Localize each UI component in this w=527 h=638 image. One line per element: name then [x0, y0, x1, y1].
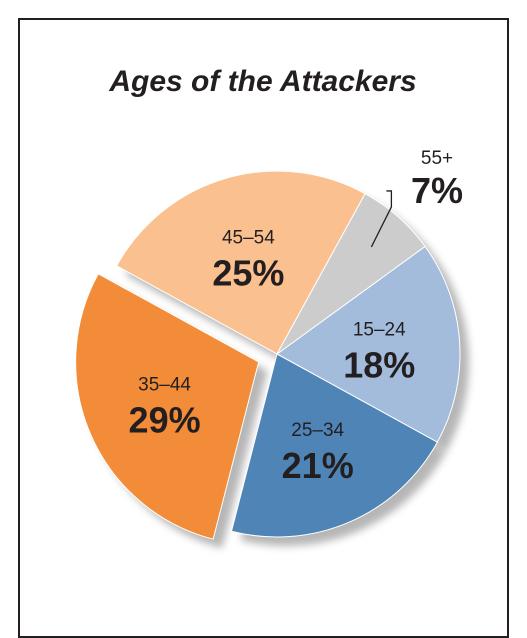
pie-slice-15-24 [276, 245, 461, 443]
callout-leader-line [370, 190, 393, 248]
pie-slice-55+ [276, 193, 426, 355]
slice-category-label: 35–44 [138, 375, 191, 396]
slice-value-label: 18% [343, 345, 415, 386]
pie-slice-35-44 [75, 273, 260, 540]
pie-slice-45-54 [116, 170, 366, 355]
slice-value-label: 7% [411, 170, 463, 211]
slice-value-label: 25% [212, 253, 284, 294]
slice-value-label: 21% [282, 445, 354, 486]
slice-category-label: 45–54 [222, 228, 275, 249]
slice-value-label: 29% [129, 400, 201, 441]
chart-title: Ages of the Attackers [108, 65, 416, 98]
pie-chart: Ages of the Attackers 15–24 18% 25–34 21% 35… [75, 65, 469, 549]
slice-category-label: 55+ [421, 148, 453, 169]
pie-slice-25-34 [230, 353, 438, 538]
slice-category-label: 15–24 [353, 320, 406, 341]
slice-category-label: 25–34 [291, 420, 344, 441]
